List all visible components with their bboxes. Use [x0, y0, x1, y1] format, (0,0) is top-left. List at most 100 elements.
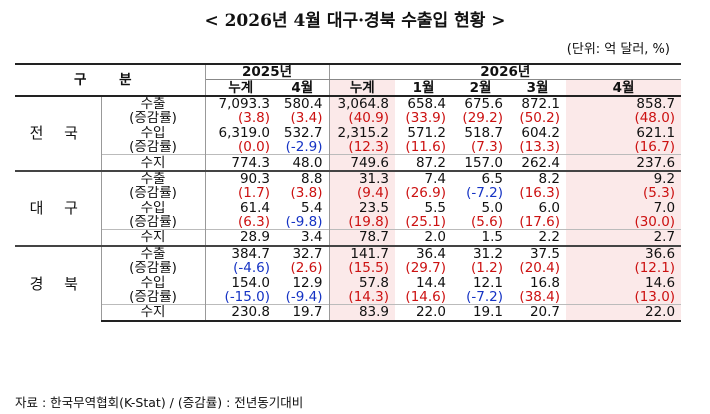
table-cell: 518.7 [464, 125, 504, 140]
table-cell: 532.7 [283, 125, 323, 140]
table-cell: 872.1 [521, 95, 561, 112]
row-label: 수입 [101, 200, 206, 215]
table-cell: 621.1 [566, 125, 682, 140]
table-cell: (1.2) [471, 261, 504, 276]
table-cell: 2,315.2 [328, 125, 396, 140]
table-cell: 774.3 [205, 154, 277, 171]
table-cell: (26.9) [405, 186, 447, 201]
table-cell: 36.6 [566, 244, 682, 262]
row-label: (증감률) [101, 261, 206, 276]
table-row: (증감률) (0.0) (-2.9) (12.3) (11.6) (7.3) (13.3) (… [15, 139, 682, 155]
row-label: 수출 [101, 95, 206, 112]
table-cell: (25.1) [405, 214, 447, 230]
region-label: 전 국 [15, 95, 102, 171]
table-cell: (13.0) [566, 289, 682, 305]
table-cell: (-2.9) [285, 139, 323, 155]
table-cell: 5.0 [481, 200, 504, 215]
table-row: (증감률) (3.8) (3.4) (40.9) (33.9) (29.2) (50.2) (… [15, 111, 682, 126]
row-label: 수출 [101, 244, 206, 262]
table-cell: (17.6) [519, 214, 561, 230]
table-cell: (-9.4) [285, 289, 323, 305]
table-row: 수지 28.9 3.4 78.7 2.0 1.5 2.2 2.7 [15, 229, 682, 246]
table-cell: (50.2) [519, 111, 561, 126]
table-cell: 154.0 [231, 275, 271, 290]
table-cell: 2.0 [395, 229, 453, 246]
table-cell: 78.7 [328, 229, 396, 246]
table-cell: (15.5) [328, 261, 396, 276]
table-cell: 3.4 [276, 229, 330, 246]
table-cell: (-4.6) [233, 261, 271, 276]
header-category: 구 분 [15, 63, 206, 97]
header-col: 1월 [395, 79, 453, 97]
table-cell: (30.0) [566, 214, 682, 230]
table-row: (증감률) (-4.6) (2.6) (15.5) (29.7) (1.2) (20.4) (… [15, 261, 682, 276]
table-cell: 2.2 [509, 229, 567, 246]
unit-note: (단위: 억 달러, %) [566, 42, 670, 57]
table-cell: 19.1 [452, 304, 510, 322]
table-row: 수입 154.0 12.9 57.8 14.4 12.1 16.8 14.6 [15, 275, 682, 290]
table-cell: 7.4 [395, 169, 453, 187]
header-year-2026: 2026년 [328, 63, 682, 81]
row-label: (증감률) [101, 139, 206, 155]
table-row: 수입 61.4 5.4 23.5 5.5 5.0 6.0 7.0 [15, 200, 682, 215]
table-row: 대 구 수출 90.3 8.8 31.3 7.4 6.5 8.2 9.2 [15, 169, 682, 246]
table-cell: (7.3) [471, 139, 504, 155]
table-cell: (0.0) [238, 139, 271, 155]
page-title: < 2026년 4월 대구·경북 수출입 현황 > [204, 11, 506, 31]
table-cell: (3.4) [290, 111, 323, 126]
table-cell: 61.4 [239, 200, 271, 215]
table-cell: 157.0 [452, 154, 510, 171]
table-cell: 580.4 [283, 95, 323, 112]
table-cell: (13.3) [519, 139, 561, 155]
table-cell: (20.4) [519, 261, 561, 276]
table-cell: (33.9) [405, 111, 447, 126]
table-cell: (6.3) [238, 214, 271, 230]
row-label: 수지 [101, 154, 206, 171]
table-cell: 5.5 [424, 200, 447, 215]
table-cell: (16.3) [519, 186, 561, 201]
table-row: 수지 774.3 48.0 749.6 87.2 157.0 262.4 237.6 [15, 154, 682, 171]
table-cell: 262.4 [509, 154, 567, 171]
table-cell: 23.5 [328, 200, 396, 215]
table-cell: 37.5 [509, 244, 567, 262]
table-cell: 31.3 [328, 169, 396, 187]
header-col: 4월 [566, 79, 682, 97]
table-cell: 48.0 [276, 154, 330, 171]
table-cell: 237.6 [566, 154, 682, 171]
table-cell: 57.8 [328, 275, 396, 290]
table-row: (증감률) (6.3) (-9.8) (19.8) (25.1) (5.6) (17.6) (… [15, 214, 682, 230]
table-cell: (9.4) [328, 186, 396, 201]
region-label: 대 구 [15, 169, 102, 246]
row-label: 수입 [101, 275, 206, 290]
table-row: (증감률) (1.7) (3.8) (9.4) (26.9) (-7.2) (16.3) (5… [15, 186, 682, 201]
table-cell: (14.3) [328, 289, 396, 305]
table-cell: 675.6 [464, 95, 504, 112]
source-note: 자료 : 한국무역협회(K-Stat) / (증감률) : 전년동기대비 [15, 395, 304, 410]
table-cell: (29.7) [405, 261, 447, 276]
table-cell: (-15.0) [224, 289, 271, 305]
table-cell: 571.2 [407, 125, 447, 140]
table-cell: (12.3) [328, 139, 396, 155]
table-cell: (11.6) [405, 139, 447, 155]
header-col: 4월 [276, 79, 330, 97]
table-cell: 12.1 [472, 275, 504, 290]
table-row: (증감률) (-15.0) (-9.4) (14.3) (14.6) (-7.2) (38.… [15, 289, 682, 305]
table-cell: (-7.2) [466, 186, 504, 201]
table-cell: 6.0 [538, 200, 561, 215]
table-cell: 230.8 [205, 304, 277, 322]
table-cell: 31.2 [452, 244, 510, 262]
header-col: 누계 [205, 79, 277, 97]
table-cell: (5.3) [566, 186, 682, 201]
table-cell: 87.2 [395, 154, 453, 171]
table-cell: 90.3 [205, 169, 277, 187]
table-cell: 6,319.0 [218, 125, 271, 140]
table-cell: (48.0) [566, 111, 682, 126]
trade-table: 구 분 2025년 2026년 누계 4월 누계 1월 2월 3월 4월 전 국… [15, 63, 682, 322]
table-cell: 7.0 [566, 200, 682, 215]
table-cell: 32.7 [276, 244, 330, 262]
table-row: 경 북 수출 384.7 32.7 141.7 36.4 31.2 37.5 36.6 [15, 244, 682, 321]
table-cell: (-9.8) [285, 214, 323, 230]
table-cell: (14.6) [405, 289, 447, 305]
header-col: 누계 [328, 79, 396, 97]
table-cell: (19.8) [328, 214, 396, 230]
